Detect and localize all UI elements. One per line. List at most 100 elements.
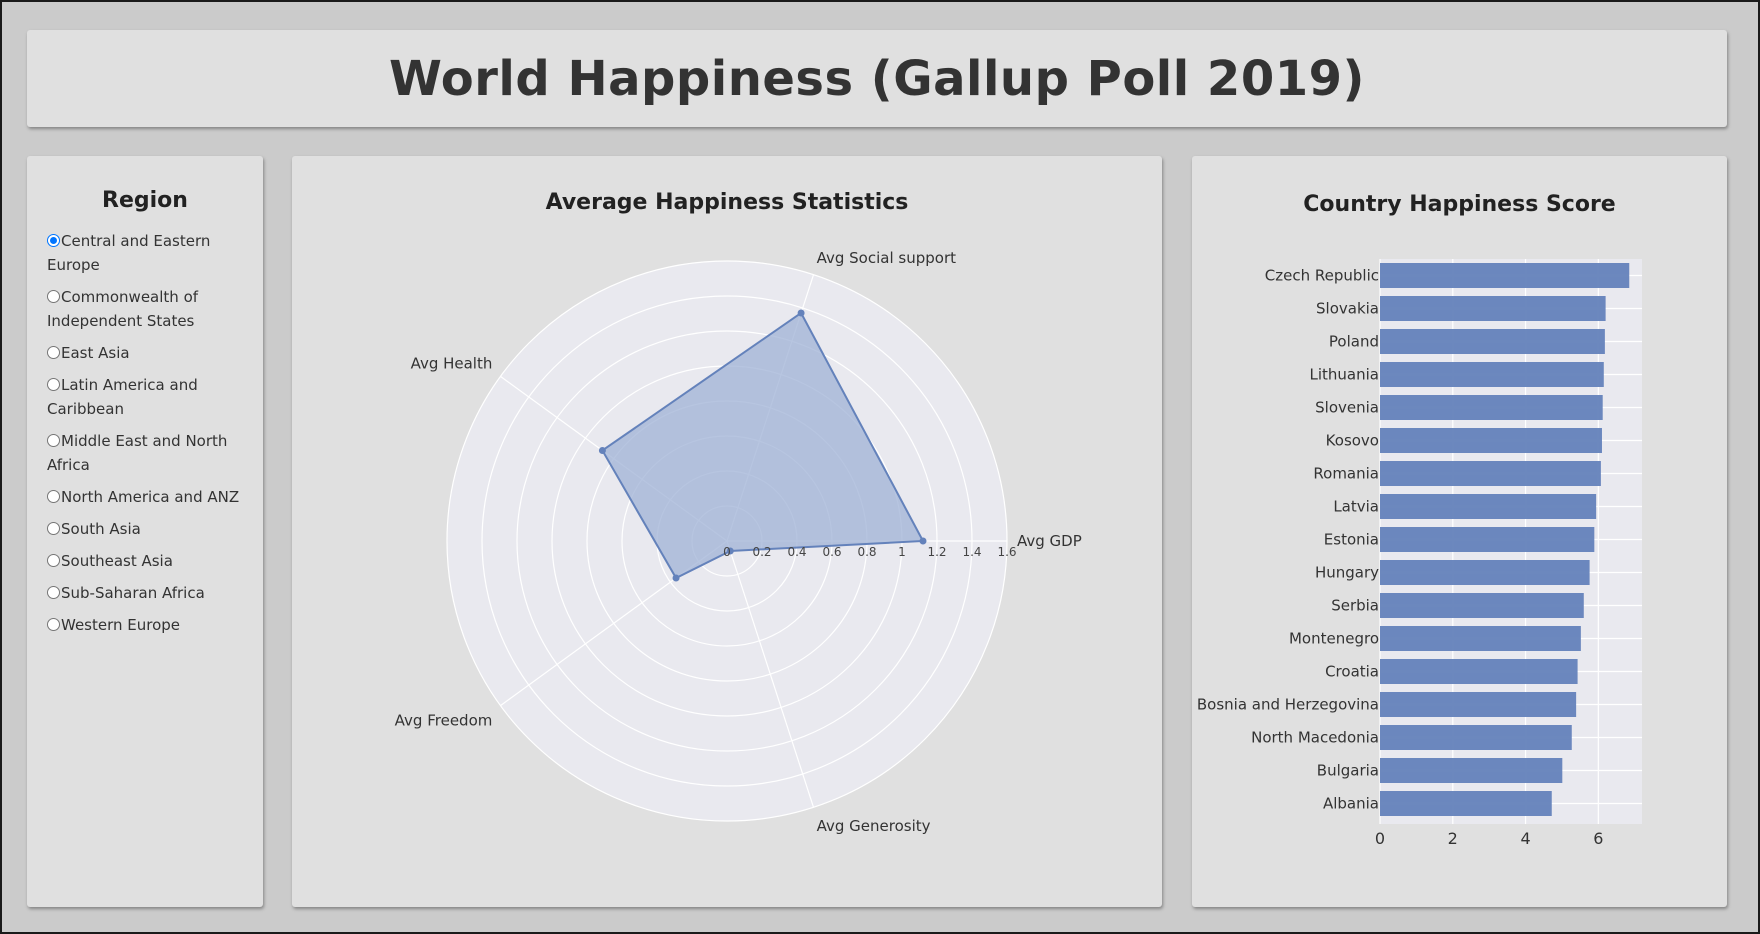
bar-category-label: Croatia [1325, 663, 1379, 681]
region-option-label: Sub-Saharan Africa [61, 584, 205, 602]
bar-category-label: Slovenia [1315, 399, 1379, 417]
radar-chart-title: Average Happiness Statistics [545, 190, 909, 215]
bar-category-label: Montenegro [1289, 630, 1379, 648]
bar-category-label: Hungary [1315, 564, 1379, 582]
radar-tick-label: 1.6 [997, 545, 1016, 559]
radio-button[interactable] [47, 522, 60, 535]
region-option-latin-america-and-caribbean[interactable]: Latin America and Caribbean [47, 373, 255, 421]
region-option-east-asia[interactable]: East Asia [47, 341, 255, 365]
bar-category-label: Bulgaria [1317, 762, 1379, 780]
radio-button[interactable] [47, 234, 60, 247]
bar-category-label: Serbia [1331, 597, 1379, 615]
radar-axis-label-avg-social-support: Avg Social support [817, 249, 956, 267]
bar-kosovo[interactable] [1380, 428, 1602, 453]
radio-button[interactable] [47, 346, 60, 359]
radar-tick-label: 0.6 [822, 545, 841, 559]
page-header: World Happiness (Gallup Poll 2019) [27, 30, 1727, 127]
radar-tick-label: 1.2 [927, 545, 946, 559]
region-option-label: Latin America and Caribbean [47, 376, 198, 418]
region-option-label: South Asia [61, 520, 141, 538]
bar-north-macedonia[interactable] [1380, 725, 1572, 750]
radar-series-area [601, 311, 925, 580]
radar-point-avg-gdp[interactable] [919, 537, 927, 545]
region-option-label: Middle East and North Africa [47, 432, 228, 474]
bar-x-tick-label: 4 [1520, 829, 1530, 848]
region-option-label: Southeast Asia [61, 552, 173, 570]
radar-point-avg-freedom[interactable] [672, 574, 680, 582]
bar-x-tick-label: 2 [1448, 829, 1458, 848]
radio-button[interactable] [47, 618, 60, 631]
bar-lithuania[interactable] [1380, 362, 1604, 387]
bar-category-label: Slovakia [1316, 300, 1379, 318]
region-option-middle-east-and-north-africa[interactable]: Middle East and North Africa [47, 429, 255, 477]
radar-axis-label-avg-health: Avg Health [411, 355, 493, 373]
bar-serbia[interactable] [1380, 593, 1584, 618]
radar-axis-line [726, 540, 815, 808]
bar-slovakia[interactable] [1380, 296, 1606, 321]
radar-tick-label: 1.4 [962, 545, 981, 559]
radar-tick-label: 0.4 [787, 545, 806, 559]
bar-category-label: Estonia [1324, 531, 1379, 549]
region-option-label: Western Europe [61, 616, 181, 634]
bar-czech-republic[interactable] [1380, 263, 1630, 288]
bar-x-tick-label: 0 [1375, 829, 1385, 848]
bar-romania[interactable] [1380, 461, 1601, 486]
radio-button[interactable] [47, 290, 60, 303]
bar-category-label: Lithuania [1310, 366, 1379, 384]
bar-category-label: Czech Republic [1265, 267, 1379, 285]
region-option-south-asia[interactable]: South Asia [47, 517, 255, 541]
bar-category-label: Romania [1313, 465, 1379, 483]
region-option-label: Commonwealth of Independent States [47, 288, 199, 330]
region-option-north-america-and-anz[interactable]: North America and ANZ [47, 485, 255, 509]
radar-axis-label-avg-freedom: Avg Freedom [395, 711, 493, 729]
bar-latvia[interactable] [1380, 494, 1597, 519]
radar-axis-label-avg-generosity: Avg Generosity [817, 817, 931, 835]
region-option-western-europe[interactable]: Western Europe [47, 613, 255, 637]
radar-tick-label: 0.2 [752, 545, 771, 559]
region-option-sub-saharan-africa[interactable]: Sub-Saharan Africa [47, 581, 255, 605]
bar-chart-title: Country Happiness Score [1303, 192, 1616, 217]
bar-x-tick-label: 6 [1593, 829, 1603, 848]
radar-chart-card: Average Happiness Statistics 0 0.2 0.4 0.6 0… [292, 156, 1162, 907]
radar-tick-label: 0.8 [857, 545, 876, 559]
bar-bosnia-and-herzegovina[interactable] [1380, 692, 1577, 717]
region-option-label: East Asia [61, 344, 130, 362]
bar-montenegro[interactable] [1380, 626, 1581, 651]
radio-button[interactable] [47, 554, 60, 567]
bar-category-label: North Macedonia [1251, 729, 1379, 747]
radar-tick-label: 0 [723, 545, 731, 559]
bar-category-label: Albania [1323, 795, 1379, 813]
radar-point-avg-social-support[interactable] [797, 309, 805, 317]
region-panel-title: Region [102, 188, 188, 213]
bar-albania[interactable] [1380, 791, 1552, 816]
region-option-central-and-eastern-europe[interactable]: Central and Eastern Europe [47, 229, 255, 277]
region-option-label: North America and ANZ [61, 488, 240, 506]
page-title: World Happiness (Gallup Poll 2019) [389, 50, 1365, 107]
radar-point-avg-generosity[interactable] [726, 547, 734, 555]
region-option-label: Central and Eastern Europe [47, 232, 211, 274]
bar-bulgaria[interactable] [1380, 758, 1563, 783]
region-option-southeast-asia[interactable]: Southeast Asia [47, 549, 255, 573]
bar-poland[interactable] [1380, 329, 1605, 354]
radio-button[interactable] [47, 378, 60, 391]
bar-estonia[interactable] [1380, 527, 1595, 552]
region-radio-group: Central and Eastern Europe Commonwealth o… [27, 229, 263, 637]
region-option-commonwealth-of-independent-states[interactable]: Commonwealth of Independent States [47, 285, 255, 333]
radio-button[interactable] [47, 490, 60, 503]
bar-category-label: Kosovo [1326, 432, 1379, 450]
radar-point-avg-health[interactable] [598, 446, 606, 454]
radar-tick-label: 1 [898, 545, 906, 559]
bar-category-label: Poland [1329, 333, 1379, 351]
bar-slovenia[interactable] [1380, 395, 1603, 420]
bar-croatia[interactable] [1380, 659, 1578, 684]
bar-category-label: Latvia [1333, 498, 1379, 516]
bar-chart-card: Country Happiness Score 0 2 4 6 Czech Republ… [1192, 156, 1727, 907]
radio-button[interactable] [47, 586, 60, 599]
radar-axis-label-avg-gdp: Avg GDP [1017, 532, 1082, 550]
region-panel: Region Central and Eastern Europe Commonw… [27, 156, 263, 907]
radio-button[interactable] [47, 434, 60, 447]
bar-category-label: Bosnia and Herzegovina [1197, 696, 1379, 714]
bar-chart: 0 2 4 6 Czech Republic Slovakia Poland Lithuani… [1197, 259, 1642, 848]
bar-hungary[interactable] [1380, 560, 1590, 585]
